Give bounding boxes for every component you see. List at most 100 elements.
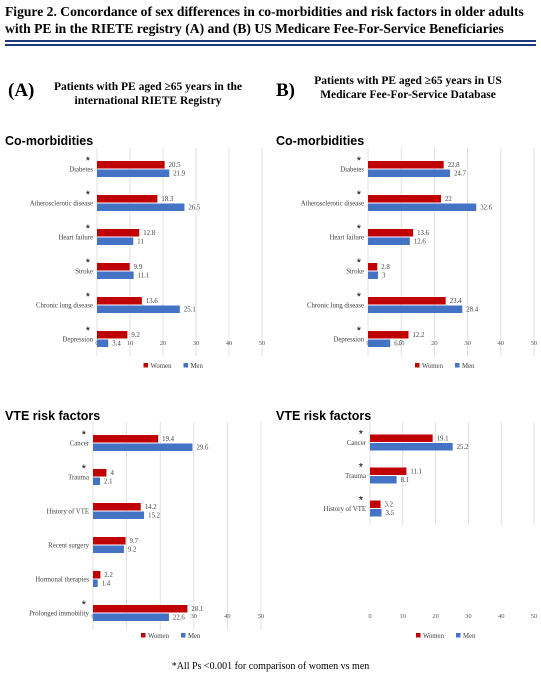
category-label-recent-surgery: Recent surgery: [48, 543, 89, 550]
x-tick-label: 20: [160, 340, 167, 347]
x-tick-label: 30: [191, 613, 198, 620]
category-label-trauma: Trauma: [345, 473, 366, 480]
data-label-women: 11.1: [410, 469, 422, 476]
panel-a-comorbidities-heading: Co-morbidities: [5, 134, 94, 148]
category-label-cancer: Cancer: [347, 440, 367, 447]
bar-men-stroke: [368, 271, 378, 279]
data-label-women: 19.4: [162, 436, 174, 443]
bar-women-diabetes: [368, 161, 444, 169]
bar-men-cancer: [93, 443, 193, 451]
significance-asterisk: *: [357, 325, 362, 337]
bar-men-stroke: [97, 271, 134, 279]
data-label-men: 32.6: [480, 205, 492, 212]
data-label-men: 25.2: [457, 444, 469, 451]
significance-asterisk: *: [359, 495, 364, 507]
data-label-men: 1.4: [102, 581, 111, 588]
bar-women-recent-surgery: [93, 537, 126, 545]
legend-label-women: Women: [148, 633, 170, 640]
x-tick-label: 50: [259, 340, 266, 347]
data-label-men: 8.1: [401, 477, 410, 484]
legend-swatch-men: [456, 633, 461, 638]
bar-men-recent-surgery: [93, 545, 124, 553]
bar-women-heart-failure: [368, 229, 414, 237]
category-label-trauma: Trauma: [68, 475, 89, 482]
legend-swatch-men: [455, 363, 460, 368]
bar-men-prolonged-immobility: [93, 613, 169, 621]
data-label-men: 3.5: [385, 510, 394, 517]
bar-men-heart-failure: [368, 237, 410, 245]
bar-women-cancer: [93, 435, 159, 443]
category-label-stroke: Stroke: [75, 269, 93, 276]
x-tick-label: 20: [432, 613, 439, 620]
x-tick-label: 20: [431, 340, 438, 347]
data-label-women: 12.8: [143, 230, 155, 237]
data-label-women: 4: [110, 470, 114, 477]
legend-label-men: Men: [462, 363, 475, 370]
x-tick-label: 40: [498, 613, 505, 620]
category-label-chronic-lung-disease: Chronic lung disease: [36, 303, 93, 310]
category-label-history-of-vte: History of VTE: [46, 509, 89, 516]
legend-swatch-women: [416, 633, 421, 638]
category-label-history-of-vte: History of VTE: [323, 506, 366, 513]
data-label-men: 21.9: [173, 171, 185, 178]
significance-asterisk: *: [359, 462, 364, 474]
bar-women-depression: [368, 331, 409, 339]
data-label-women: 20.5: [169, 162, 181, 169]
category-label-hormonal-therapies: Hormonal therapies: [35, 577, 89, 584]
bar-men-hormonal-therapies: [93, 579, 98, 587]
significance-asterisk: *: [82, 463, 87, 475]
bar-men-trauma: [93, 477, 101, 485]
bar-women-stroke: [97, 263, 130, 271]
significance-asterisk: *: [357, 291, 362, 303]
category-label-stroke: Stroke: [346, 269, 364, 276]
figure-title: Figure 2. Concordance of sex differences…: [5, 4, 524, 36]
bar-men-chronic-lung-disease: [368, 305, 463, 313]
bar-men-trauma: [370, 476, 397, 484]
significance-asterisk: *: [357, 223, 362, 235]
panel-a-subtitle: Patients with PE aged ≥65 years in the i…: [53, 81, 243, 107]
bar-men-depression: [368, 339, 391, 347]
legend-label-men: Men: [188, 633, 201, 640]
data-label-women: 22.8: [448, 162, 460, 169]
bar-women-hormonal-therapies: [93, 571, 101, 579]
panel-b-vte-heading: VTE risk factors: [276, 409, 372, 423]
bar-women-prolonged-immobility: [93, 605, 188, 613]
bar-women-depression: [97, 331, 128, 339]
significance-asterisk: *: [82, 599, 87, 611]
data-label-women: 2.8: [381, 264, 390, 271]
bar-women-diabetes: [97, 161, 165, 169]
panel-a-letter: (A): [8, 80, 35, 101]
category-label-cancer: Cancer: [70, 441, 90, 448]
legend-label-women: Women: [423, 633, 445, 640]
data-label-men: 29.6: [196, 445, 208, 452]
x-tick-label: 40: [226, 340, 233, 347]
data-label-women: 3.2: [384, 502, 393, 509]
panel-b-letter: B): [276, 80, 295, 101]
category-label-chronic-lung-disease: Chronic lung disease: [307, 303, 364, 310]
bar-men-heart-failure: [97, 237, 134, 245]
bar-men-diabetes: [368, 169, 451, 177]
significance-asterisk: *: [359, 429, 364, 441]
data-label-women: 13.6: [146, 298, 158, 305]
data-label-women: 28.1: [191, 606, 203, 613]
legend-label-women: Women: [151, 363, 173, 370]
legend-swatch-women: [415, 363, 420, 368]
data-label-men: 24.7: [454, 171, 466, 178]
data-label-women: 13.6: [417, 230, 429, 237]
x-tick-label: 40: [498, 340, 505, 347]
bar-women-trauma: [370, 467, 407, 475]
significance-asterisk: *: [86, 257, 91, 269]
data-label-women: 12.2: [413, 332, 425, 339]
panel-a-vte-heading: VTE risk factors: [5, 409, 101, 423]
panel-b-comorbidities-heading: Co-morbidities: [276, 134, 365, 148]
bar-women-history-of-vte: [93, 503, 141, 511]
bar-women-chronic-lung-disease: [368, 297, 446, 305]
x-tick-label: 10: [398, 340, 405, 347]
x-tick-label: 10: [127, 340, 134, 347]
significance-asterisk: *: [86, 223, 91, 235]
significance-asterisk: *: [86, 155, 91, 167]
bar-women-cancer: [370, 434, 433, 442]
